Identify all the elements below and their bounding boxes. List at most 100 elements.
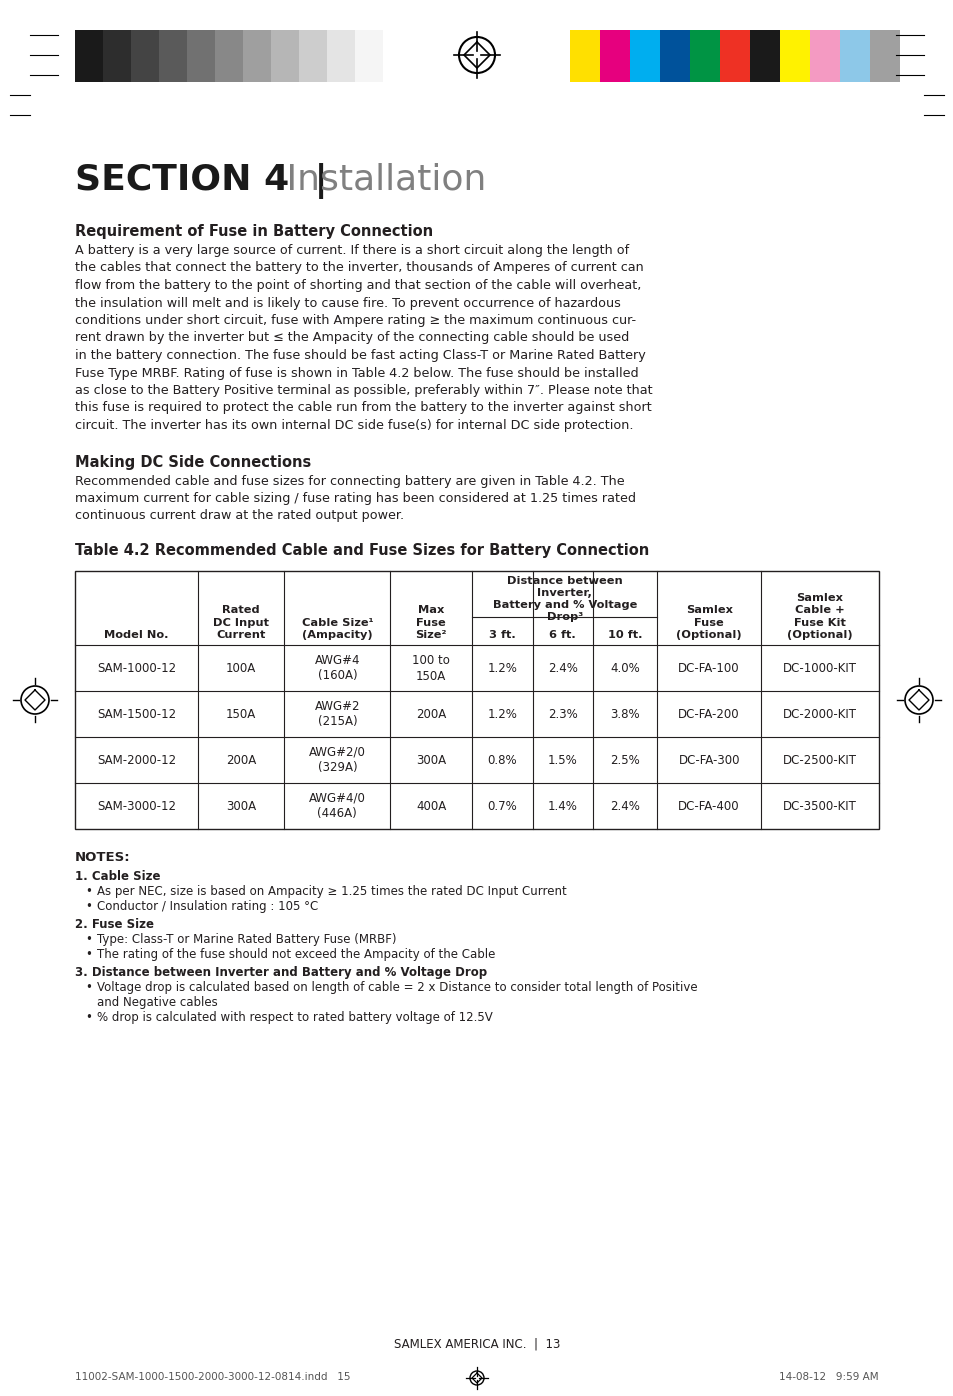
Text: Fuse Type MRBF. Rating of fuse is shown in Table 4.2 below. The fuse should be i: Fuse Type MRBF. Rating of fuse is shown … bbox=[75, 367, 638, 380]
Text: 0.7%: 0.7% bbox=[487, 800, 517, 812]
Text: 1.2%: 1.2% bbox=[487, 708, 517, 720]
Text: DC-2000-KIT: DC-2000-KIT bbox=[782, 708, 856, 720]
Bar bbox=[131, 29, 159, 82]
Bar bbox=[75, 29, 103, 82]
Text: 400A: 400A bbox=[416, 800, 446, 812]
Text: 200A: 200A bbox=[416, 708, 446, 720]
Bar bbox=[243, 29, 271, 82]
Text: AWG#4
(160A): AWG#4 (160A) bbox=[314, 653, 359, 683]
Bar bbox=[382, 29, 411, 82]
Text: conditions under short circuit, fuse with Ampere rating ≥ the maximum continuous: conditions under short circuit, fuse wit… bbox=[75, 314, 636, 327]
Text: maximum current for cable sizing / fuse rating has been considered at 1.25 times: maximum current for cable sizing / fuse … bbox=[75, 491, 636, 505]
Text: 300A: 300A bbox=[416, 754, 446, 766]
Text: Voltage drop is calculated based on length of cable = 2 x Distance to consider t: Voltage drop is calculated based on leng… bbox=[97, 981, 697, 994]
Text: Distance between
Inverter,
Battery and % Voltage
Drop³: Distance between Inverter, Battery and %… bbox=[492, 577, 637, 623]
Text: in the battery connection. The fuse should be fast acting Class-T or Marine Rate: in the battery connection. The fuse shou… bbox=[75, 349, 645, 362]
Bar bbox=[214, 29, 243, 82]
Bar bbox=[809, 29, 840, 82]
Text: continuous current draw at the rated output power.: continuous current draw at the rated out… bbox=[75, 510, 404, 522]
Text: 2.5%: 2.5% bbox=[610, 754, 639, 766]
Bar bbox=[327, 29, 355, 82]
Text: SAM-1500-12: SAM-1500-12 bbox=[96, 708, 175, 720]
Text: 10 ft.: 10 ft. bbox=[607, 630, 641, 639]
Bar bbox=[599, 29, 629, 82]
Text: •: • bbox=[85, 1011, 91, 1025]
Text: Max
Fuse
Size²: Max Fuse Size² bbox=[416, 606, 447, 639]
Text: 200A: 200A bbox=[226, 754, 256, 766]
Text: 2.4%: 2.4% bbox=[547, 662, 578, 674]
Text: AWG#4/0
(446A): AWG#4/0 (446A) bbox=[309, 792, 365, 821]
Text: flow from the battery to the point of shorting and that section of the cable wil: flow from the battery to the point of sh… bbox=[75, 279, 640, 292]
Text: SAMLEX AMERICA INC.  |  13: SAMLEX AMERICA INC. | 13 bbox=[394, 1337, 559, 1351]
Text: as close to the Battery Positive terminal as possible, preferably within 7″. Ple: as close to the Battery Positive termina… bbox=[75, 384, 652, 396]
Text: 150A: 150A bbox=[226, 708, 256, 720]
Text: •: • bbox=[85, 885, 91, 898]
Text: •: • bbox=[85, 948, 91, 960]
Text: 6 ft.: 6 ft. bbox=[549, 630, 576, 639]
Text: Making DC Side Connections: Making DC Side Connections bbox=[75, 455, 311, 469]
Bar bbox=[298, 29, 327, 82]
Text: AWG#2
(215A): AWG#2 (215A) bbox=[314, 699, 359, 729]
Bar bbox=[840, 29, 869, 82]
Text: 100 to
150A: 100 to 150A bbox=[412, 653, 450, 683]
Bar bbox=[355, 29, 382, 82]
Text: SECTION 4  |: SECTION 4 | bbox=[75, 163, 328, 200]
Text: Type: Class-T or Marine Rated Battery Fuse (MRBF): Type: Class-T or Marine Rated Battery Fu… bbox=[97, 933, 396, 946]
Bar bbox=[159, 29, 187, 82]
Bar bbox=[720, 29, 749, 82]
Bar bbox=[569, 29, 599, 82]
Text: 0.8%: 0.8% bbox=[487, 754, 517, 766]
Text: this fuse is required to protect the cable run from the battery to the inverter : this fuse is required to protect the cab… bbox=[75, 402, 651, 415]
Text: DC-FA-400: DC-FA-400 bbox=[678, 800, 740, 812]
Text: As per NEC, size is based on Ampacity ≥ 1.25 times the rated DC Input Current: As per NEC, size is based on Ampacity ≥ … bbox=[97, 885, 566, 898]
Text: DC-FA-300: DC-FA-300 bbox=[678, 754, 740, 766]
Text: Cable Size¹
(Ampacity): Cable Size¹ (Ampacity) bbox=[301, 617, 373, 639]
Text: DC-FA-200: DC-FA-200 bbox=[678, 708, 740, 720]
Text: A battery is a very large source of current. If there is a short circuit along t: A battery is a very large source of curr… bbox=[75, 244, 628, 257]
Text: 2.3%: 2.3% bbox=[547, 708, 578, 720]
Bar bbox=[103, 29, 131, 82]
Text: Recommended cable and fuse sizes for connecting battery are given in Table 4.2. : Recommended cable and fuse sizes for con… bbox=[75, 475, 624, 487]
Text: 4.0%: 4.0% bbox=[610, 662, 639, 674]
Text: 11002-SAM-1000-1500-2000-3000-12-0814.indd   15: 11002-SAM-1000-1500-2000-3000-12-0814.in… bbox=[75, 1372, 350, 1382]
Text: Model No.: Model No. bbox=[104, 630, 169, 639]
Text: Samlex
Cable +
Fuse Kit
(Optional): Samlex Cable + Fuse Kit (Optional) bbox=[786, 593, 852, 639]
Text: 1.4%: 1.4% bbox=[547, 800, 578, 812]
Text: Table 4.2 Recommended Cable and Fuse Sizes for Battery Connection: Table 4.2 Recommended Cable and Fuse Siz… bbox=[75, 543, 649, 558]
Text: % drop is calculated with respect to rated battery voltage of 12.5V: % drop is calculated with respect to rat… bbox=[97, 1011, 493, 1025]
Bar bbox=[75, 571, 878, 829]
Text: Samlex
Fuse
(Optional): Samlex Fuse (Optional) bbox=[676, 606, 741, 639]
Bar bbox=[749, 29, 780, 82]
Text: AWG#2/0
(329A): AWG#2/0 (329A) bbox=[309, 745, 365, 775]
Bar bbox=[271, 29, 298, 82]
Text: DC-3500-KIT: DC-3500-KIT bbox=[782, 800, 856, 812]
Text: 1.5%: 1.5% bbox=[547, 754, 578, 766]
Text: NOTES:: NOTES: bbox=[75, 852, 131, 864]
Text: 3.8%: 3.8% bbox=[610, 708, 639, 720]
Bar bbox=[869, 29, 899, 82]
Text: 1. Cable Size: 1. Cable Size bbox=[75, 870, 160, 884]
Text: DC-FA-100: DC-FA-100 bbox=[678, 662, 740, 674]
Text: 3. Distance between Inverter and Battery and % Voltage Drop: 3. Distance between Inverter and Battery… bbox=[75, 966, 487, 979]
Text: SAM-2000-12: SAM-2000-12 bbox=[96, 754, 175, 766]
Text: Requirement of Fuse in Battery Connection: Requirement of Fuse in Battery Connectio… bbox=[75, 223, 433, 239]
Text: SAM-3000-12: SAM-3000-12 bbox=[97, 800, 175, 812]
Text: the insulation will melt and is likely to cause fire. To prevent occurrence of h: the insulation will melt and is likely t… bbox=[75, 296, 620, 310]
Bar bbox=[659, 29, 689, 82]
Text: the cables that connect the battery to the inverter, thousands of Amperes of cur: the cables that connect the battery to t… bbox=[75, 261, 643, 275]
Text: rent drawn by the inverter but ≤ the Ampacity of the connecting cable should be : rent drawn by the inverter but ≤ the Amp… bbox=[75, 331, 629, 345]
Text: •: • bbox=[85, 900, 91, 913]
Bar bbox=[187, 29, 214, 82]
Text: •: • bbox=[85, 981, 91, 994]
Text: 300A: 300A bbox=[226, 800, 255, 812]
Text: 100A: 100A bbox=[226, 662, 256, 674]
Text: •: • bbox=[85, 933, 91, 946]
Text: circuit. The inverter has its own internal DC side fuse(s) for internal DC side : circuit. The inverter has its own intern… bbox=[75, 419, 633, 431]
Text: and Negative cables: and Negative cables bbox=[97, 995, 217, 1009]
Bar bbox=[780, 29, 809, 82]
Text: Installation: Installation bbox=[274, 163, 486, 197]
Text: Conductor / Insulation rating : 105 °C: Conductor / Insulation rating : 105 °C bbox=[97, 900, 318, 913]
Text: The rating of the fuse should not exceed the Ampacity of the Cable: The rating of the fuse should not exceed… bbox=[97, 948, 495, 960]
Bar bbox=[629, 29, 659, 82]
Text: DC-1000-KIT: DC-1000-KIT bbox=[782, 662, 856, 674]
